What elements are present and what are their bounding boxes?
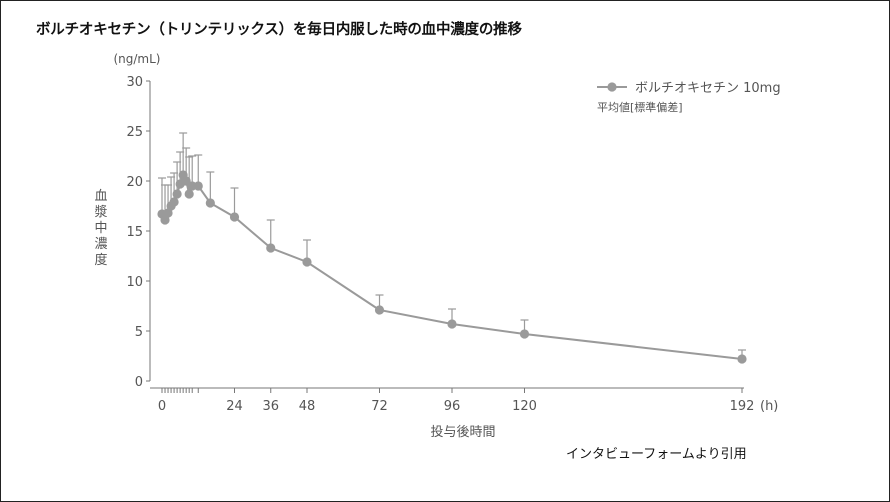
y-axis-title: 血漿中濃度: [94, 189, 107, 268]
data-point-96: [447, 319, 457, 329]
y-unit-label: (ng/mL): [113, 52, 160, 66]
data-point-2: [163, 208, 173, 218]
data-point-16: [205, 198, 215, 208]
legend-marker: [607, 82, 617, 92]
series-line-0: [161, 172, 743, 360]
data-point-120: [519, 329, 530, 339]
y-tick-label-15: 15: [126, 225, 143, 240]
x-axis-title: 投与後時間: [430, 424, 495, 440]
data-point-4: [169, 197, 179, 207]
data-point-24: [229, 212, 240, 222]
x-tick-label-48: 48: [299, 399, 316, 414]
y-tick-label-0: 0: [135, 375, 143, 390]
figure-title: ボルチオキセチン（トリンテリックス）を毎日内服した時の血中濃度の推移: [36, 22, 522, 38]
x-tick-label-96: 96: [444, 399, 461, 414]
data-point-48: [302, 257, 312, 267]
legend-note: 平均値[標準偏差]: [597, 100, 683, 114]
x-tick-label-192: 192: [730, 399, 755, 414]
x-tick-label-0: 0: [158, 399, 166, 414]
y-tick-label-10: 10: [126, 275, 143, 290]
source-note: インタビューフォームより引用: [566, 447, 747, 462]
x-tick-label-72: 72: [371, 399, 388, 414]
data-point-192: [737, 354, 747, 364]
x-tick-label-120: 120: [512, 399, 537, 414]
data-point-9: [184, 189, 194, 199]
data-point-12: [193, 181, 203, 191]
data-point-72: [374, 305, 385, 315]
y-tick-label-20: 20: [126, 175, 143, 190]
data-point-8: [181, 176, 191, 186]
data-point-36: [266, 243, 276, 253]
legend-series-name: ボルチオキセチン 10mg: [635, 81, 781, 96]
x-tick-label-36: 36: [262, 399, 279, 414]
y-tick-label-25: 25: [126, 125, 143, 140]
y-tick-label-30: 30: [126, 75, 143, 90]
y-tick-label-5: 5: [135, 325, 143, 340]
data-point-1: [160, 215, 170, 225]
data-point-5: [172, 189, 182, 199]
x-tick-label-24: 24: [226, 399, 243, 414]
x-unit-label: (h): [760, 399, 778, 414]
